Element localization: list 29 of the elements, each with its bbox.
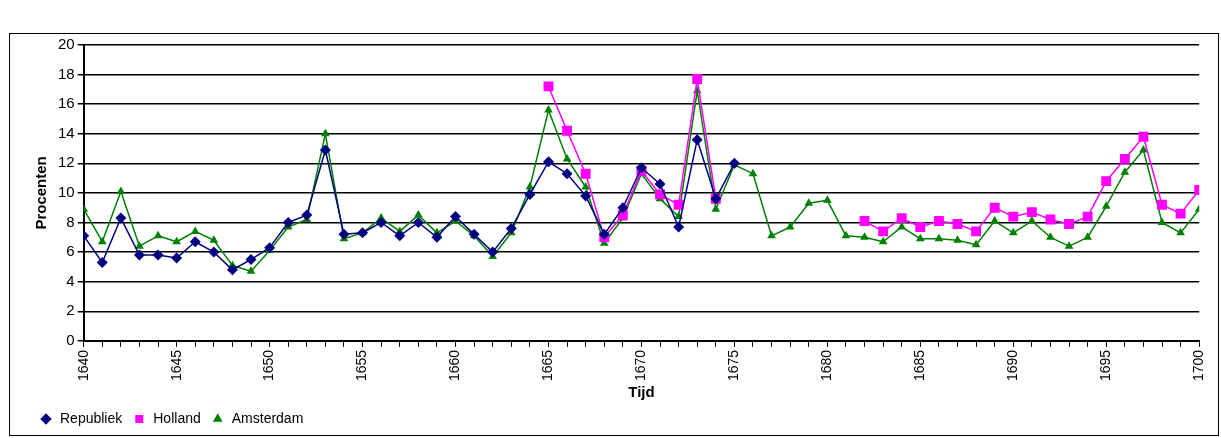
x-tick-label: 1655 [353, 349, 370, 382]
y-tick-label: 12 [58, 153, 75, 171]
x-tick-label: 1680 [818, 349, 835, 382]
x-tick-label: 1640 [74, 349, 91, 382]
y-tick-label: 16 [58, 94, 75, 112]
x-tick-label: 1700 [1190, 349, 1207, 382]
y-axis-title: Procenten [32, 156, 50, 230]
legend-label: Republiek [60, 409, 124, 426]
x-tick-label: 1675 [725, 349, 742, 382]
y-tick-label: 20 [58, 35, 75, 53]
legend-label: Holland [153, 409, 201, 426]
y-tick-label: 8 [66, 212, 75, 230]
y-tick-label: 4 [66, 271, 75, 289]
x-tick-label: 1685 [911, 349, 928, 382]
y-tick-label: 18 [58, 64, 75, 82]
x-tick-label: 1665 [539, 349, 556, 382]
y-tick-label: 10 [58, 183, 75, 201]
x-tick-label: 1695 [1097, 349, 1114, 382]
x-tick-label: 1690 [1004, 349, 1021, 382]
x-tick-label: 1650 [260, 349, 277, 382]
x-tick-label: 1645 [167, 349, 184, 382]
legend-label: Amsterdam [231, 409, 304, 426]
x-axis-title: Tijd [628, 383, 655, 401]
y-tick-label: 0 [66, 331, 75, 348]
y-tick-label: 14 [58, 123, 75, 141]
x-tick-label: 1660 [446, 349, 463, 382]
y-tick-label: 6 [66, 242, 75, 260]
y-tick-label: 2 [66, 301, 75, 319]
x-tick-label: 1670 [632, 349, 649, 382]
